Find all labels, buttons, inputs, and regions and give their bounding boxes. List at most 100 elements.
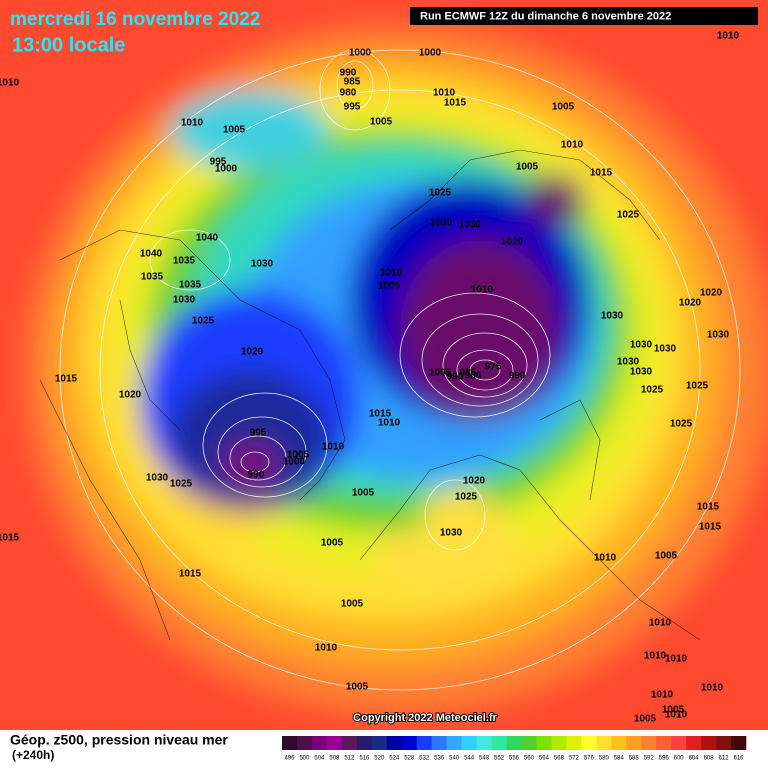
colorbar-cell [686, 736, 702, 750]
colorbar-cell [536, 736, 552, 750]
isobar-label: 975 [485, 362, 502, 373]
isobar-label: 1025 [641, 385, 664, 396]
colorbar-label: 552 [494, 756, 505, 762]
colorbar-cell [401, 736, 418, 750]
colorbar-cell [446, 736, 462, 750]
isobar-label: 1005 [370, 117, 393, 128]
isobar-label: 1010 [701, 683, 724, 694]
colorbar-cell [596, 736, 612, 750]
colorbar-label: 524 [389, 756, 400, 762]
colorbar-label: 608 [704, 756, 715, 762]
colorbar-label: 588 [629, 756, 640, 762]
colorbar-cell [521, 736, 537, 750]
isobar-label: 1005 [634, 714, 657, 725]
colorbar-cell [701, 736, 717, 750]
coastlines [39, 149, 701, 641]
isobar-label: 1025 [455, 492, 478, 503]
isobar-label: 1010 [380, 268, 403, 279]
isobar-label: 995 [210, 157, 227, 168]
colorbar-cell [296, 736, 313, 750]
colorbar-label: 496 [284, 756, 295, 762]
colorbar-label: 532 [419, 756, 430, 762]
isobar-label: 1005 [655, 551, 678, 562]
colorbar-cell [311, 736, 328, 750]
isobar-label: 1030 [430, 218, 453, 229]
isobar-label: 1010 [717, 31, 740, 42]
isobar-label: 1025 [617, 210, 640, 221]
colorbar-cell [491, 736, 507, 750]
isobar-label: 1025 [192, 316, 215, 327]
isobar-label: 1030 [251, 259, 274, 270]
colorbar-label: 584 [614, 756, 625, 762]
colorbar-label: 600 [674, 756, 685, 762]
isobar-label: 1015 [55, 374, 78, 385]
isobar-label: 1030 [459, 220, 482, 231]
colorbar-cell [551, 736, 567, 750]
isobar-label: 1005 [321, 538, 344, 549]
isobar-label: 1030 [173, 295, 196, 306]
colorbar: 496 500 504 508 512 516 520 524 528 532 536 540 544 5… [282, 736, 747, 762]
colorbar-cell [626, 736, 642, 750]
colorbar-cell [506, 736, 522, 750]
isobar-label: 1030 [440, 528, 463, 539]
isobar-label: 1005 [552, 102, 575, 113]
copyright: Copyright 2022 Meteociel.fr [353, 712, 497, 724]
colorbar-label: 516 [359, 756, 370, 762]
isobar-label: 1005 [346, 682, 369, 693]
legend-title: Géop. z500, pression niveau mer [10, 732, 228, 748]
isobar-label: 1010 [378, 418, 401, 429]
isobar-label: 1010 [665, 654, 688, 665]
isobar-label: 1010 [644, 651, 667, 662]
isobar-label: 1030 [617, 357, 640, 368]
isobar-label: 1005 [378, 281, 401, 292]
isobar-label: 1010 [594, 553, 617, 564]
isobar-label: 1025 [429, 188, 452, 199]
isobar-label: 995 [344, 102, 361, 113]
colorbar-label: 564 [539, 756, 550, 762]
isobar-label: 1015 [179, 569, 202, 580]
colorbar-label: 504 [314, 756, 325, 762]
colorbar-cell [461, 736, 477, 750]
map-date: mercredi 16 novembre 2022 [10, 9, 260, 30]
colorbar-label: 528 [404, 756, 415, 762]
isobar-label: 1000 [419, 48, 442, 59]
isobar-label: 1015 [444, 98, 467, 109]
isobar-label: 1020 [119, 390, 142, 401]
isobar-label: 1035 [141, 272, 164, 283]
isobar-label: 1010 [651, 690, 674, 701]
colorbar-label: 616 [734, 756, 745, 762]
colorbar-label: 536 [434, 756, 445, 762]
isobar-label: 1015 [699, 522, 722, 533]
isobar-label: 1020 [241, 347, 264, 358]
colorbar-label: 568 [554, 756, 565, 762]
colorbar-cell [656, 736, 672, 750]
isobar-label: 1005 [662, 705, 685, 716]
isobar-label: 1000 [283, 457, 306, 468]
colorbar-cell [671, 736, 687, 750]
isobar-label: 1020 [700, 288, 723, 299]
colorbar-cell [476, 736, 492, 750]
isobar-label: 1035 [173, 256, 196, 267]
isobar-label: 1010 [181, 118, 204, 129]
run-box [410, 7, 758, 25]
lead-time: (+240h) [12, 748, 54, 762]
colorbar-cell [641, 736, 657, 750]
colorbar-cell [282, 736, 298, 750]
height-field [25, 25, 768, 715]
colorbar-label: 556 [509, 756, 520, 762]
colorbar-cell [611, 736, 627, 750]
colorbar-label: 604 [689, 756, 700, 762]
colorbar-cell [386, 736, 403, 750]
isobar-label: 1030 [601, 311, 624, 322]
isobar-label: 1010 [315, 643, 338, 654]
colorbar-cell [716, 736, 732, 750]
isobar-labels: 1000100010101010990985980995101010151005… [0, 31, 740, 725]
isobar-label: 1030 [146, 473, 169, 484]
colorbar-label: 500 [299, 756, 310, 762]
colorbar-label: 508 [329, 756, 340, 762]
colorbar-label: 544 [464, 756, 475, 762]
isobar-label: 1005 [341, 599, 364, 610]
colorbar-label: 592 [644, 756, 655, 762]
isobar-label: 990 [447, 372, 464, 383]
colorbar-cell [326, 736, 343, 750]
